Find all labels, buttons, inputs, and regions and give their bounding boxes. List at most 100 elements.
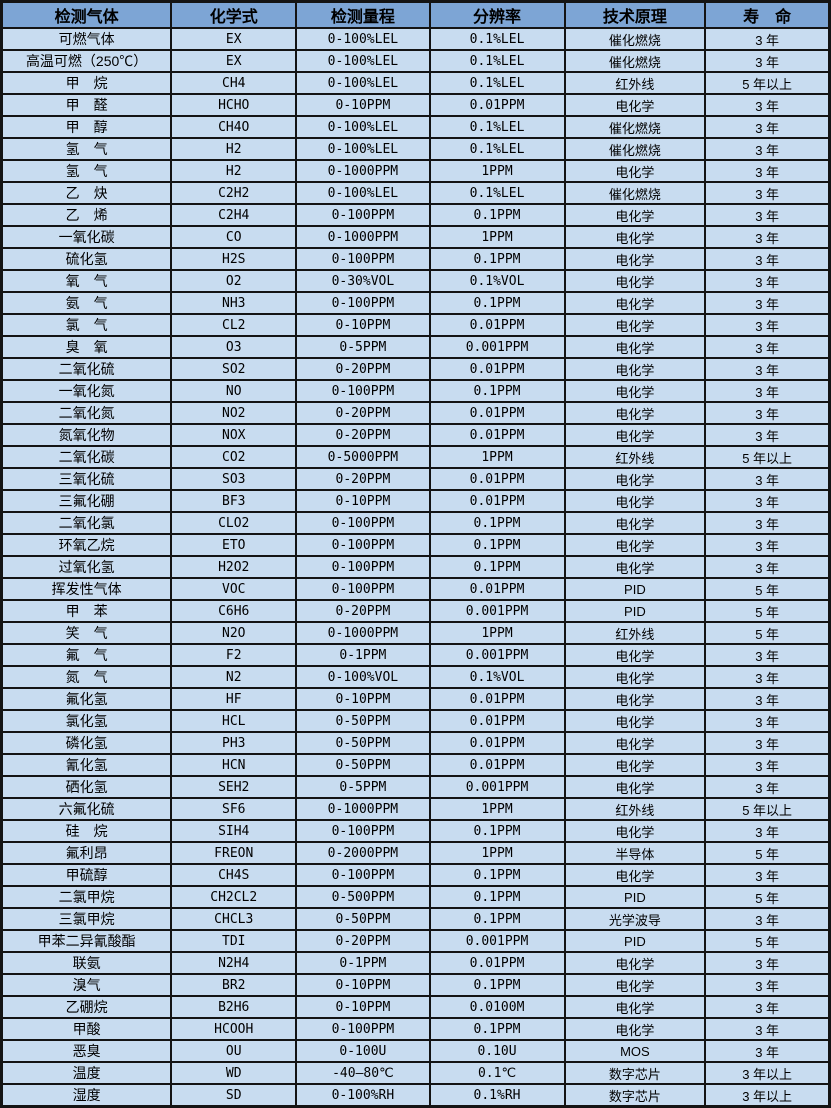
table-row: 氨 气 NH3 0-100PPM 0.1PPM 电化学 3 年 bbox=[0, 291, 831, 315]
cell-chemical-formula: H2O2 bbox=[170, 555, 298, 579]
table-row: 氢 气 H2 0-100%LEL 0.1%LEL 催化燃烧 3 年 bbox=[0, 137, 831, 161]
cell-resolution: 0.01PPM bbox=[428, 93, 566, 117]
table-row: 二氧化碳 CO2 0-5000PPM 1PPM 红外线 5 年以上 bbox=[0, 445, 831, 469]
table-row: 磷化氢 PH3 0-50PPM 0.01PPM 电化学 3 年 bbox=[0, 731, 831, 755]
cell-resolution: 0.1PPM bbox=[428, 291, 566, 315]
table-row: 硅 烷 SIH4 0-100PPM 0.1PPM 电化学 3 年 bbox=[0, 819, 831, 843]
cell-resolution: 0.1PPM bbox=[428, 819, 566, 843]
cell-gas-name: 三氧化硫 bbox=[0, 467, 173, 491]
table-row: 乙 炔 C2H2 0-100%LEL 0.1%LEL 催化燃烧 3 年 bbox=[0, 181, 831, 205]
table-row: 湿度 SD 0-100%RH 0.1%RH 数字芯片 3 年以上 bbox=[0, 1083, 831, 1108]
cell-detection-range: 0-10PPM bbox=[295, 489, 431, 513]
cell-chemical-formula: CH4S bbox=[170, 863, 298, 887]
cell-tech-principle: 电化学 bbox=[563, 555, 707, 579]
cell-chemical-formula: O2 bbox=[170, 269, 298, 293]
cell-detection-range: 0-1PPM bbox=[295, 643, 431, 667]
cell-gas-name: 甲苯二异氰酸酯 bbox=[0, 929, 173, 953]
cell-gas-name: 恶臭 bbox=[0, 1039, 173, 1063]
cell-lifespan: 3 年 bbox=[704, 93, 831, 117]
cell-gas-name: 氰化氢 bbox=[0, 753, 173, 777]
cell-detection-range: 0-50PPM bbox=[295, 709, 431, 733]
cell-gas-name: 乙硼烷 bbox=[0, 995, 173, 1019]
cell-chemical-formula: F2 bbox=[170, 643, 298, 667]
cell-tech-principle: PID bbox=[563, 599, 707, 623]
cell-chemical-formula: HF bbox=[170, 687, 298, 711]
cell-tech-principle: 电化学 bbox=[563, 775, 707, 799]
cell-lifespan: 3 年 bbox=[704, 379, 831, 403]
cell-gas-name: 湿度 bbox=[0, 1083, 173, 1108]
cell-tech-principle: 电化学 bbox=[563, 423, 707, 447]
cell-chemical-formula: H2 bbox=[170, 159, 298, 183]
cell-lifespan: 3 年 bbox=[704, 731, 831, 755]
cell-tech-principle: 电化学 bbox=[563, 995, 707, 1019]
cell-resolution: 0.1%LEL bbox=[428, 115, 566, 139]
cell-lifespan: 3 年 bbox=[704, 951, 831, 975]
cell-gas-name: 六氟化硫 bbox=[0, 797, 173, 821]
table-row: 乙 烯 C2H4 0-100PPM 0.1PPM 电化学 3 年 bbox=[0, 203, 831, 227]
cell-gas-name: 氯化氢 bbox=[0, 709, 173, 733]
cell-tech-principle: 红外线 bbox=[563, 445, 707, 469]
cell-chemical-formula: C2H4 bbox=[170, 203, 298, 227]
cell-chemical-formula: BF3 bbox=[170, 489, 298, 513]
cell-gas-name: 磷化氢 bbox=[0, 731, 173, 755]
cell-chemical-formula: SO3 bbox=[170, 467, 298, 491]
cell-lifespan: 3 年 bbox=[704, 1039, 831, 1063]
cell-detection-range: 0-5000PPM bbox=[295, 445, 431, 469]
cell-detection-range: -40—80℃ bbox=[295, 1061, 431, 1085]
cell-lifespan: 3 年 bbox=[704, 225, 831, 249]
cell-detection-range: 0-20PPM bbox=[295, 929, 431, 953]
cell-resolution: 0.1%LEL bbox=[428, 27, 566, 51]
cell-resolution: 0.1PPM bbox=[428, 203, 566, 227]
table-row: 甲 苯 C6H6 0-20PPM 0.001PPM PID 5 年 bbox=[0, 599, 831, 623]
cell-detection-range: 0-100PPM bbox=[295, 577, 431, 601]
table-row: 臭 氧 O3 0-5PPM 0.001PPM 电化学 3 年 bbox=[0, 335, 831, 359]
table-row: 氯化氢 HCL 0-50PPM 0.01PPM 电化学 3 年 bbox=[0, 709, 831, 733]
cell-resolution: 0.001PPM bbox=[428, 643, 566, 667]
cell-chemical-formula: SF6 bbox=[170, 797, 298, 821]
cell-tech-principle: 半导体 bbox=[563, 841, 707, 865]
cell-lifespan: 3 年 bbox=[704, 907, 831, 931]
table-row: 氟化氢 HF 0-10PPM 0.01PPM 电化学 3 年 bbox=[0, 687, 831, 711]
cell-lifespan: 3 年 bbox=[704, 247, 831, 271]
cell-lifespan: 5 年以上 bbox=[704, 71, 831, 95]
cell-detection-range: 0-5PPM bbox=[295, 775, 431, 799]
cell-resolution: 0.1℃ bbox=[428, 1061, 566, 1085]
cell-tech-principle: 电化学 bbox=[563, 533, 707, 557]
cell-gas-name: 氮 气 bbox=[0, 665, 173, 689]
cell-chemical-formula: C6H6 bbox=[170, 599, 298, 623]
table-row: 二氧化氮 NO2 0-20PPM 0.01PPM 电化学 3 年 bbox=[0, 401, 831, 425]
table-row: 甲酸 HCOOH 0-100PPM 0.1PPM 电化学 3 年 bbox=[0, 1017, 831, 1041]
cell-tech-principle: 光学波导 bbox=[563, 907, 707, 931]
cell-chemical-formula: N2O bbox=[170, 621, 298, 645]
cell-resolution: 1PPM bbox=[428, 159, 566, 183]
cell-detection-range: 0-100%LEL bbox=[295, 49, 431, 73]
cell-detection-range: 0-100PPM bbox=[295, 555, 431, 579]
table-row: 六氟化硫 SF6 0-1000PPM 1PPM 红外线 5 年以上 bbox=[0, 797, 831, 821]
cell-gas-name: 氮氧化物 bbox=[0, 423, 173, 447]
cell-detection-range: 0-10PPM bbox=[295, 687, 431, 711]
cell-resolution: 0.1%LEL bbox=[428, 137, 566, 161]
cell-chemical-formula: NO2 bbox=[170, 401, 298, 425]
cell-chemical-formula: CHCL3 bbox=[170, 907, 298, 931]
cell-tech-principle: 数字芯片 bbox=[563, 1083, 707, 1108]
cell-tech-principle: 电化学 bbox=[563, 489, 707, 513]
cell-chemical-formula: SIH4 bbox=[170, 819, 298, 843]
cell-gas-name: 甲 苯 bbox=[0, 599, 173, 623]
cell-resolution: 0.1%LEL bbox=[428, 71, 566, 95]
cell-gas-name: 挥发性气体 bbox=[0, 577, 173, 601]
cell-tech-principle: 电化学 bbox=[563, 643, 707, 667]
table-row: 笑 气 N2O 0-1000PPM 1PPM 红外线 5 年 bbox=[0, 621, 831, 645]
table-row: 氢 气 H2 0-1000PPM 1PPM 电化学 3 年 bbox=[0, 159, 831, 183]
cell-gas-name: 笑 气 bbox=[0, 621, 173, 645]
cell-chemical-formula: SO2 bbox=[170, 357, 298, 381]
cell-chemical-formula: FREON bbox=[170, 841, 298, 865]
cell-detection-range: 0-100U bbox=[295, 1039, 431, 1063]
cell-tech-principle: 电化学 bbox=[563, 819, 707, 843]
cell-lifespan: 3 年 bbox=[704, 643, 831, 667]
cell-chemical-formula: C2H2 bbox=[170, 181, 298, 205]
cell-tech-principle: 电化学 bbox=[563, 511, 707, 535]
cell-tech-principle: 电化学 bbox=[563, 973, 707, 997]
cell-tech-principle: 电化学 bbox=[563, 291, 707, 315]
cell-resolution: 1PPM bbox=[428, 621, 566, 645]
cell-resolution: 0.1%VOL bbox=[428, 665, 566, 689]
